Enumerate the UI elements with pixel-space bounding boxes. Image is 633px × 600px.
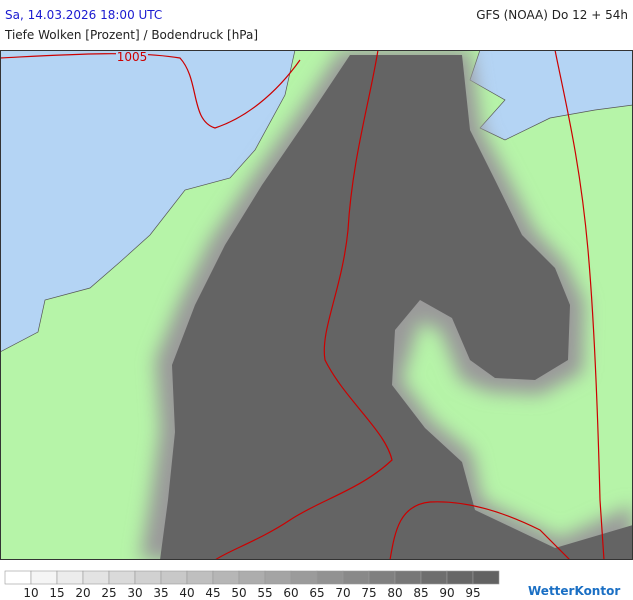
legend-swatch <box>368 570 396 585</box>
legend-label: 45 <box>205 586 220 600</box>
legend-swatch <box>420 570 448 585</box>
legend-label: 20 <box>75 586 90 600</box>
legend-label: 60 <box>283 586 298 600</box>
legend-swatch <box>290 570 318 585</box>
legend-swatch <box>394 570 422 585</box>
legend-label: 25 <box>101 586 116 600</box>
legend-swatch <box>316 570 344 585</box>
isobar <box>554 50 605 560</box>
logo: WetterKontor <box>528 584 620 598</box>
legend-label: 35 <box>153 586 168 600</box>
isobar-label: 1005 <box>117 50 148 64</box>
legend-swatch <box>108 570 136 585</box>
legend-swatch <box>134 570 162 585</box>
legend-label: 55 <box>257 586 272 600</box>
legend-swatch <box>186 570 214 585</box>
legend-label: 70 <box>335 586 350 600</box>
legend-swatch <box>30 570 58 585</box>
model: GFS (NOAA) Do 12 + 54h <box>476 8 628 22</box>
baltic-sea <box>469 50 633 141</box>
subtitle: Tiefe Wolken [Prozent] / Bodendruck [hPa… <box>4 28 258 42</box>
legend-label: 65 <box>309 586 324 600</box>
legend-swatch <box>160 570 188 585</box>
date: Sa, 14.03.2026 18:00 UTC <box>5 8 162 22</box>
legend-swatch <box>446 570 474 585</box>
legend-label: 75 <box>361 586 376 600</box>
legend-swatch <box>342 570 370 585</box>
legend-label: 90 <box>439 586 454 600</box>
isobar <box>389 501 571 560</box>
legend-swatch <box>264 570 292 585</box>
legend-swatch <box>82 570 110 585</box>
isobar <box>214 50 393 560</box>
legend-swatch <box>472 570 500 585</box>
legend-swatch <box>4 570 32 585</box>
map: 1005 <box>0 50 633 560</box>
legend-label: 95 <box>465 586 480 600</box>
legend-swatch <box>56 570 84 585</box>
legend-label: 40 <box>179 586 194 600</box>
isobar-label-bg <box>116 51 148 63</box>
legend-swatch <box>212 570 240 585</box>
legend-label: 85 <box>413 586 428 600</box>
legend-label: 10 <box>23 586 38 600</box>
legend-label: 50 <box>231 586 246 600</box>
legend-swatch <box>238 570 266 585</box>
legend-label: 15 <box>49 586 64 600</box>
low-clouds <box>160 55 633 560</box>
legend-label: 30 <box>127 586 142 600</box>
isobar <box>0 53 301 129</box>
legend: 10 15 20 25 30 35 40 45 50 55 60 65 70 75 80 85 90 95 <box>4 570 500 600</box>
legend-label: 80 <box>387 586 402 600</box>
